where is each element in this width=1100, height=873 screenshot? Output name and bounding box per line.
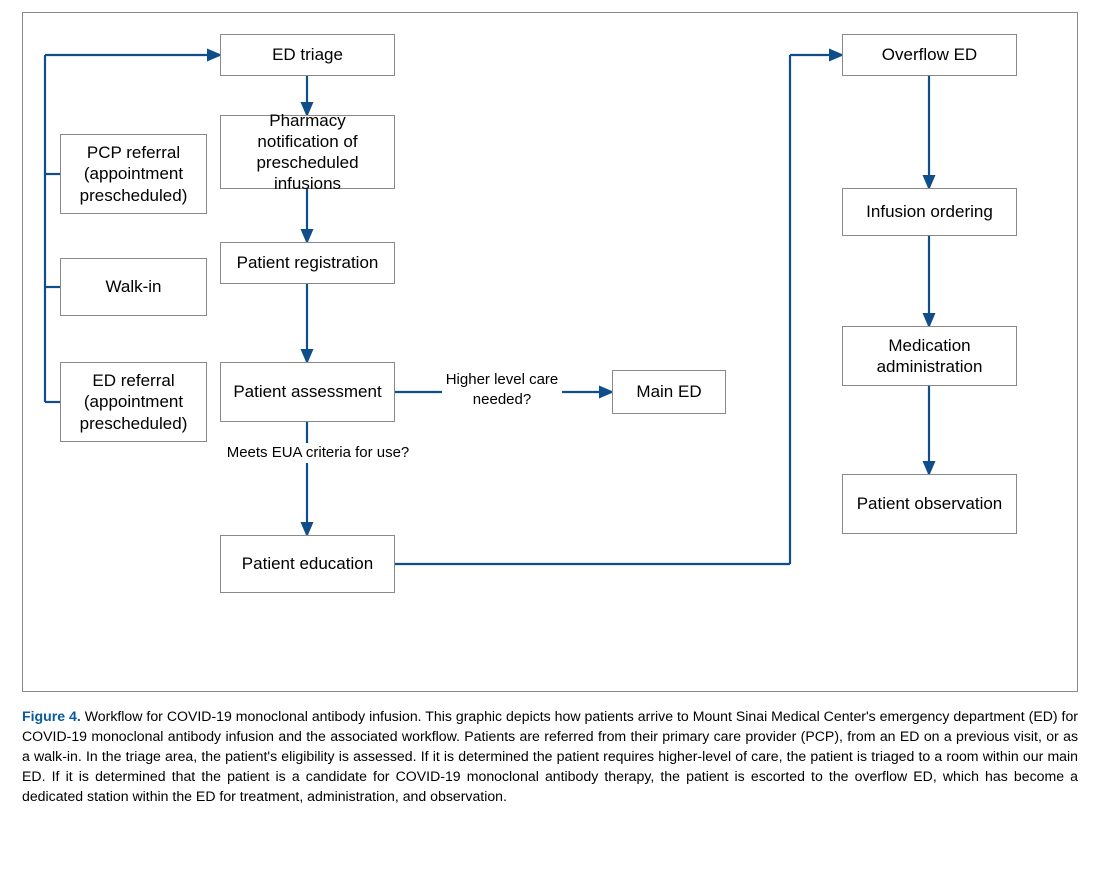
node-label: Patient observation [857,493,1003,514]
node-label: Medication administration [853,335,1006,378]
figure-caption: Figure 4. Workflow for COVID-19 monoclon… [22,706,1078,806]
node-label: Patient assessment [233,381,381,402]
edge-label-higher-level: Higher level care needed? [442,370,562,409]
node-label: Main ED [636,381,701,402]
node-assessment: Patient assessment [220,362,395,422]
edge-label-eua: Meets EUA criteria for use? [218,443,418,463]
node-label: Walk-in [105,276,161,297]
node-observation: Patient observation [842,474,1017,534]
edge-label-text: Meets EUA criteria for use? [227,444,410,461]
node-label: Overflow ED [882,44,977,65]
node-main-ed: Main ED [612,370,726,414]
node-label: Patient education [242,553,373,574]
node-label: Infusion ordering [866,201,993,222]
node-label: ED triage [272,44,343,65]
caption-lead: Figure 4. [22,708,81,724]
node-walk-in: Walk-in [60,258,207,316]
node-pharmacy: Pharmacy notification of prescheduled in… [220,115,395,189]
node-label: PCP referral (appointment prescheduled) [71,142,196,206]
node-label: Patient registration [237,252,379,273]
node-ed-referral: ED referral (appointment prescheduled) [60,362,207,442]
node-overflow-ed: Overflow ED [842,34,1017,76]
caption-body: Workflow for COVID-19 monoclonal antibod… [22,708,1078,804]
node-med-admin: Medication administration [842,326,1017,386]
node-pcp-referral: PCP referral (appointment prescheduled) [60,134,207,214]
node-education: Patient education [220,535,395,593]
node-label: ED referral (appointment prescheduled) [71,370,196,434]
edge-label-text: Higher level care needed? [446,371,559,408]
node-registration: Patient registration [220,242,395,284]
node-infusion-order: Infusion ordering [842,188,1017,236]
node-label: Pharmacy notification of prescheduled in… [231,110,384,195]
node-ed-triage: ED triage [220,34,395,76]
